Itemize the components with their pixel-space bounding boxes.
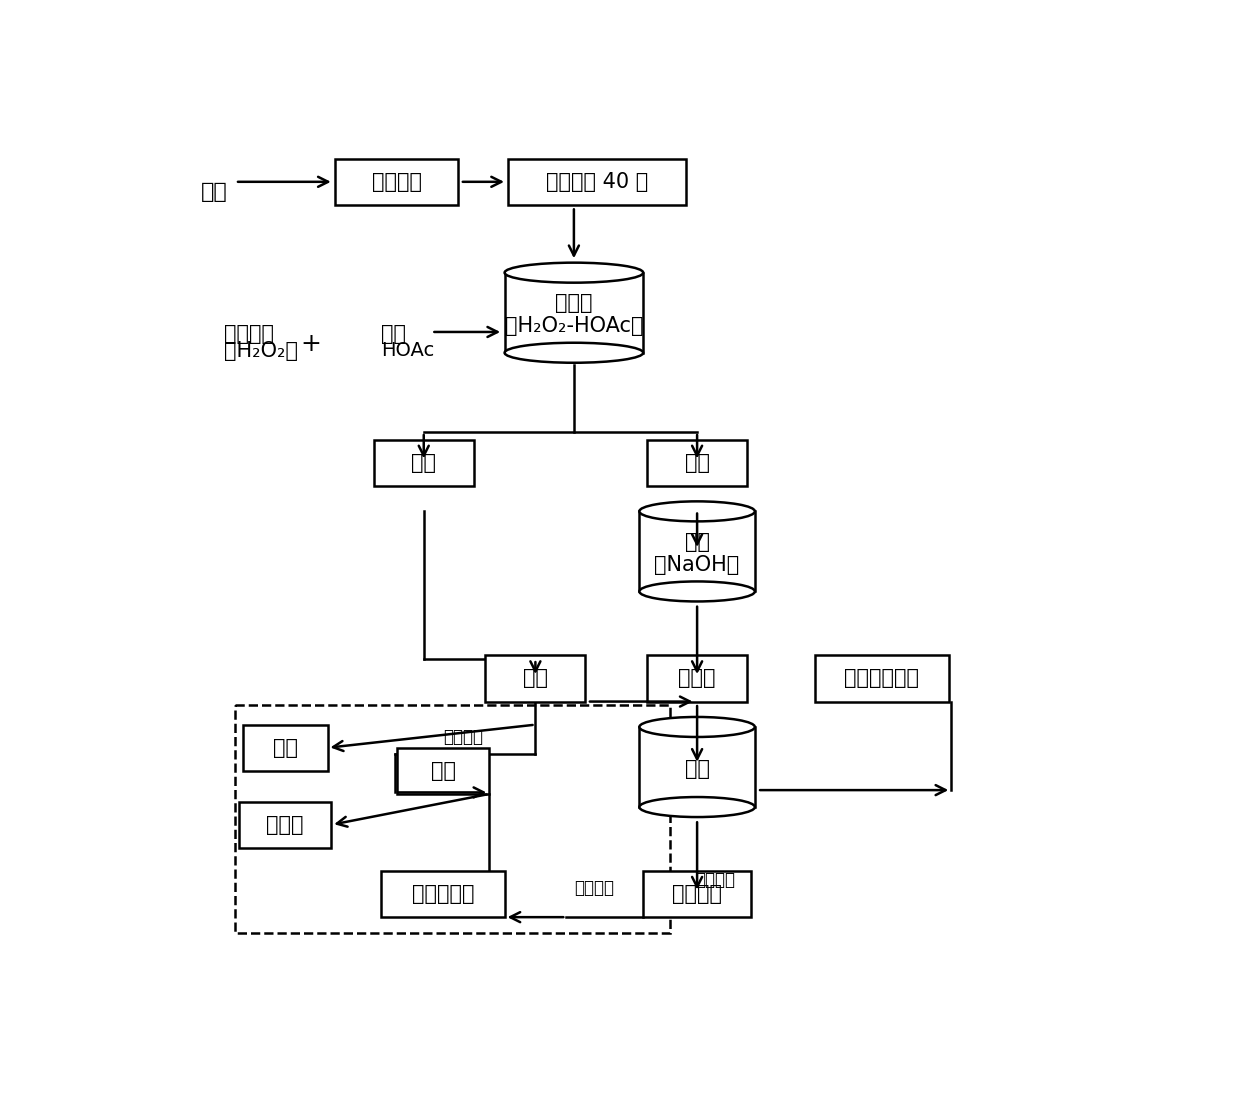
Text: 醇沉: 醇沉 <box>523 669 548 688</box>
Ellipse shape <box>505 343 644 362</box>
Ellipse shape <box>640 582 755 602</box>
Text: HOAc: HOAc <box>382 341 435 360</box>
Text: 乙醇: 乙醇 <box>273 738 298 758</box>
Bar <box>236 705 670 932</box>
Text: 原料: 原料 <box>201 182 227 202</box>
Text: +: + <box>300 332 321 356</box>
Text: 木质素: 木质素 <box>267 815 304 834</box>
Text: 乙酸: 乙酸 <box>382 324 407 345</box>
Text: 洗涤风干: 洗涤风干 <box>372 171 422 192</box>
Text: 残渣发酵: 残渣发酵 <box>574 878 614 897</box>
Bar <box>644 871 751 917</box>
Bar <box>647 440 748 486</box>
Ellipse shape <box>505 262 644 282</box>
Ellipse shape <box>640 797 755 817</box>
Text: 低聚木糖: 低聚木糖 <box>672 884 722 904</box>
Text: （H₂O₂）: （H₂O₂） <box>223 341 298 361</box>
Bar <box>647 656 748 702</box>
Text: 滤液: 滤液 <box>412 452 436 473</box>
Bar <box>335 159 459 205</box>
Bar <box>485 656 585 702</box>
Text: 乙醇或乳酸: 乙醇或乳酸 <box>412 884 474 904</box>
Bar <box>815 656 950 702</box>
Bar <box>382 871 505 917</box>
Text: 内切木聚糖酶: 内切木聚糖酶 <box>844 669 919 688</box>
Text: 真空浓缩: 真空浓缩 <box>694 871 735 889</box>
Bar <box>640 727 755 807</box>
Text: 碱提
（NaOH）: 碱提 （NaOH） <box>655 531 740 575</box>
Text: 过氧化氢: 过氧化氢 <box>223 324 274 345</box>
Text: 滤渣: 滤渣 <box>684 452 709 473</box>
Bar <box>239 802 331 848</box>
Text: 木聚糖: 木聚糖 <box>678 669 715 688</box>
Text: 酶解: 酶解 <box>684 759 709 778</box>
Bar <box>373 440 474 486</box>
Bar <box>640 512 755 592</box>
Ellipse shape <box>640 502 755 522</box>
Bar <box>505 272 644 352</box>
Text: 浓缩回收: 浓缩回收 <box>443 728 484 746</box>
Bar <box>243 725 327 771</box>
Bar <box>397 748 490 794</box>
Text: 粉碎过筛 40 目: 粉碎过筛 40 目 <box>546 171 649 192</box>
Text: 酸沉: 酸沉 <box>430 761 455 781</box>
Bar <box>508 159 686 205</box>
Ellipse shape <box>640 717 755 737</box>
Text: 预处理
（H₂O₂-HOAc）: 预处理 （H₂O₂-HOAc） <box>505 293 644 336</box>
